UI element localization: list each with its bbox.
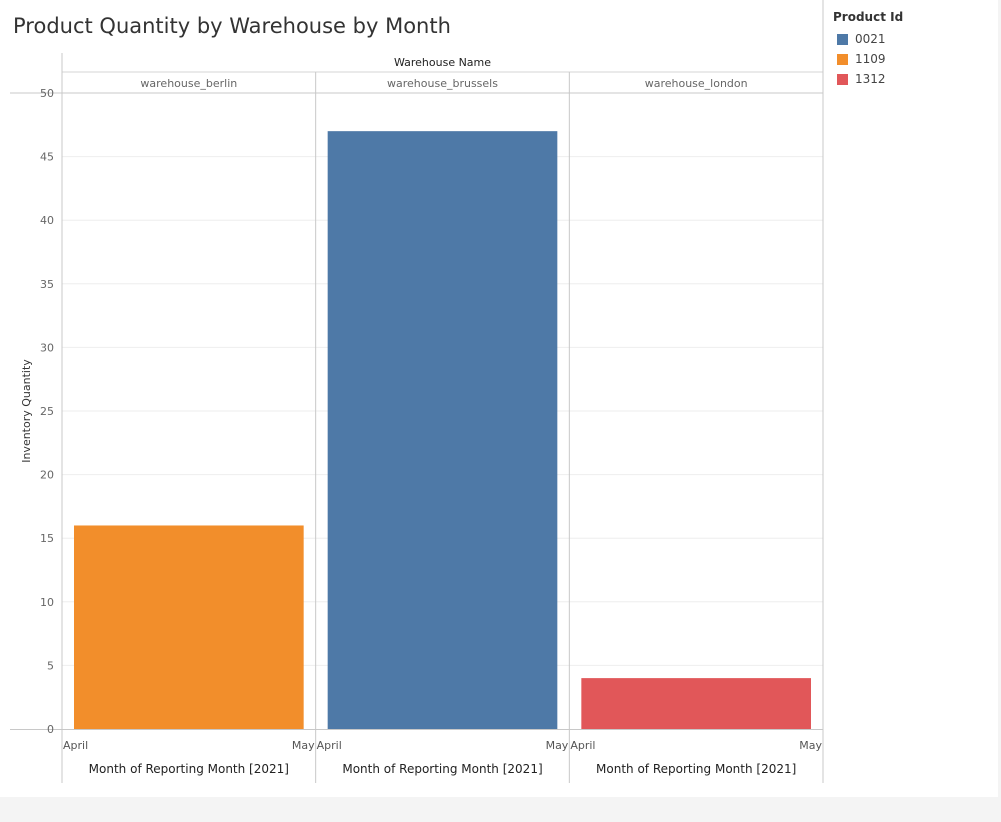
legend-swatch-1109 — [837, 53, 848, 65]
y-tick-label: 35 — [40, 278, 54, 291]
x-tick-label: May — [292, 739, 315, 752]
chart-title: Product Quantity by Warehouse by Month — [13, 14, 451, 38]
bar-warehouse_london — [581, 678, 811, 729]
bars — [74, 131, 811, 729]
frame-lines — [10, 0, 824, 783]
legend-label-1312: 1312 — [855, 72, 886, 86]
x-axis-title: Month of Reporting Month [2021] — [342, 762, 542, 776]
legend: Product Id 0021 1109 1312 — [833, 10, 903, 89]
legend-title: Product Id — [833, 10, 904, 24]
legend-item-1109[interactable]: 1109 — [833, 49, 903, 69]
panel-label-warehouse_berlin: warehouse_berlin — [140, 77, 237, 90]
x-tick-label: May — [546, 739, 569, 752]
column-header-title: Warehouse Name — [394, 56, 491, 69]
y-tick-label: 25 — [40, 405, 54, 418]
chart-text: 0 5 10 15 20 25 30 35 40 45 50 Inventory Quantity Wa… — [20, 56, 822, 776]
chart-canvas: Product Quantity by Warehouse by Month P… — [0, 0, 998, 797]
legend-swatch-0021 — [837, 33, 848, 45]
y-tick-label: 45 — [40, 151, 54, 164]
y-tick-label: 10 — [40, 596, 54, 609]
x-tick-label: May — [799, 739, 822, 752]
y-axis-title: Inventory Quantity — [20, 359, 33, 463]
x-axis-title: Month of Reporting Month [2021] — [89, 762, 289, 776]
y-tick-label: 40 — [40, 214, 54, 227]
y-tick-label: 0 — [47, 723, 54, 736]
x-axis-title: Month of Reporting Month [2021] — [596, 762, 796, 776]
legend-label-0021: 0021 — [855, 32, 886, 46]
y-tick-label: 30 — [40, 341, 54, 354]
legend-label-1109: 1109 — [855, 52, 886, 66]
legend-item-0021[interactable]: 0021 — [833, 29, 903, 49]
bar-warehouse_brussels — [327, 131, 558, 729]
legend-swatch-1312 — [837, 73, 848, 85]
legend-item-1312[interactable]: 1312 — [833, 69, 903, 89]
x-tick-label: April — [570, 739, 595, 752]
bar-warehouse_berlin — [74, 525, 304, 729]
chart-plot: 0 5 10 15 20 25 30 35 40 45 50 Inventory Quantity Wa… — [10, 0, 824, 783]
x-tick-label: April — [317, 739, 342, 752]
y-tick-label: 15 — [40, 532, 54, 545]
x-tick-label: April — [63, 739, 88, 752]
panel-label-warehouse_london: warehouse_london — [645, 77, 748, 90]
y-tick-label: 50 — [40, 87, 54, 100]
y-tick-label: 5 — [47, 659, 54, 672]
panel-label-warehouse_brussels: warehouse_brussels — [387, 77, 498, 90]
y-tick-label: 20 — [40, 469, 54, 482]
